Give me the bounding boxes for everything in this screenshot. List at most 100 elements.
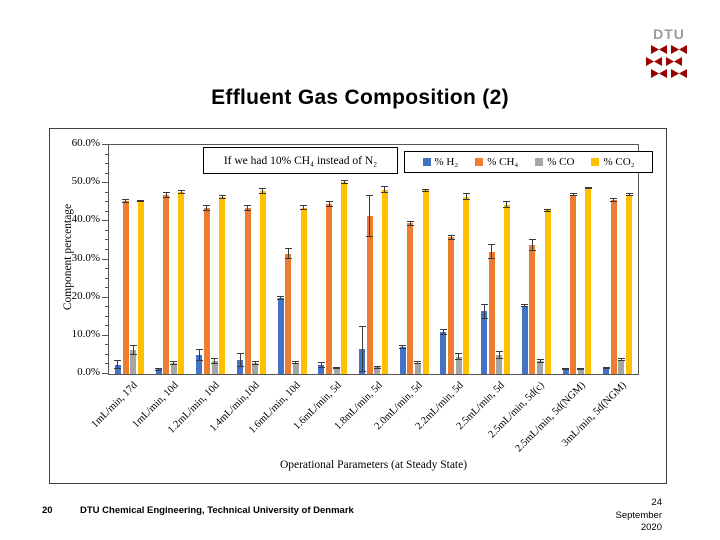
error-bar — [610, 198, 618, 203]
chart-legend: % H₂ % CH₄ % CO % CO₂ — [404, 151, 653, 173]
bar-co-2 — [170, 362, 177, 374]
bar-co-2 — [178, 192, 185, 374]
y-tick-label: 0.0% — [77, 366, 100, 378]
chart-annotation: If we had 10% CH₄ instead of N₂ — [203, 147, 398, 174]
bar-co-12 — [577, 368, 584, 374]
legend-label: % H₂ — [434, 156, 459, 168]
footer-date: 24 September 2020 — [616, 497, 662, 535]
y-minor-tick — [105, 163, 108, 165]
error-bar — [544, 208, 552, 212]
error-bar — [462, 193, 470, 201]
bar-co-4 — [252, 362, 259, 374]
legend-item: % CH₄ — [475, 156, 518, 168]
bar-co-11 — [537, 361, 544, 374]
bar-co-10 — [503, 204, 510, 374]
legend-label: % CH₄ — [487, 156, 519, 168]
error-bar — [602, 367, 610, 370]
error-bar — [455, 353, 463, 361]
legend-label: % CO — [547, 156, 575, 168]
y-tick-label: 20.0% — [71, 289, 100, 302]
bar-co-5 — [292, 362, 299, 374]
error-bar — [300, 205, 307, 210]
y-major-tick — [102, 334, 108, 336]
error-bar — [292, 360, 300, 365]
bar-h-9 — [440, 332, 447, 374]
error-bar — [528, 239, 536, 251]
plot-area — [108, 144, 639, 375]
error-bar — [358, 326, 366, 373]
error-bar — [406, 220, 414, 226]
bar-h-3 — [196, 354, 203, 374]
error-bar — [333, 366, 341, 370]
error-bar — [488, 243, 496, 260]
legend-swatch-icon — [475, 158, 484, 166]
error-bar — [373, 365, 381, 369]
bar-co-6 — [333, 367, 340, 374]
bar-ch-7 — [366, 216, 373, 374]
error-bar — [122, 198, 130, 204]
bar-ch-9 — [448, 237, 455, 374]
bar-co-10 — [496, 355, 503, 374]
error-bar — [584, 186, 592, 189]
error-bar — [381, 186, 389, 194]
y-minor-tick — [105, 153, 108, 155]
footer-text: DTU Chemical Engineering, Technical Univ… — [80, 505, 354, 516]
error-bar — [244, 204, 252, 211]
bar-h-4 — [237, 359, 244, 374]
bar-h-2 — [155, 369, 162, 374]
legend-item: % CO₂ — [591, 156, 634, 168]
bar-ch-8 — [407, 223, 414, 374]
bar-co-11 — [544, 210, 551, 374]
y-minor-tick — [105, 315, 108, 317]
y-major-tick — [102, 258, 108, 260]
legend-swatch-icon — [591, 158, 600, 166]
error-bar — [366, 195, 374, 238]
error-bar — [277, 295, 285, 300]
y-minor-tick — [105, 229, 108, 231]
y-minor-tick — [105, 306, 108, 308]
bar-co-8 — [414, 362, 421, 374]
bar-ch-6 — [326, 204, 332, 374]
y-minor-tick — [105, 363, 108, 365]
error-bar — [439, 329, 447, 335]
y-major-tick — [102, 296, 108, 298]
legend-swatch-icon — [535, 158, 544, 166]
bar-co-9 — [455, 356, 462, 374]
page-number: 20 — [42, 505, 53, 516]
error-bar — [129, 344, 137, 355]
bar-co-6 — [341, 182, 348, 374]
y-minor-tick — [105, 248, 108, 250]
bar-ch-13 — [610, 200, 617, 374]
bar-h-13 — [603, 367, 610, 374]
error-bar — [503, 200, 511, 209]
y-major-tick — [102, 182, 108, 184]
bar-h-8 — [399, 347, 406, 374]
y-minor-tick — [105, 277, 108, 279]
bar-co-1 — [130, 349, 137, 374]
bar-co-7 — [381, 189, 388, 374]
error-bar — [195, 349, 203, 361]
error-bar — [422, 188, 430, 192]
error-bar — [218, 194, 226, 199]
y-minor-tick — [105, 201, 108, 203]
y-tick-label: 60.0% — [71, 137, 100, 149]
y-tick-label: 10.0% — [71, 327, 100, 340]
y-minor-tick — [105, 210, 108, 212]
error-bar — [399, 345, 407, 350]
error-bar — [203, 204, 211, 211]
bar-ch-11 — [529, 245, 536, 374]
error-bar — [325, 201, 333, 208]
error-bar — [137, 199, 145, 203]
error-bar — [577, 367, 585, 370]
footer-date-month: September — [615, 509, 662, 521]
error-bar — [155, 367, 163, 371]
error-bar — [447, 234, 455, 241]
bar-ch-1 — [122, 201, 129, 374]
bar-co-7 — [374, 367, 381, 374]
error-bar — [177, 190, 185, 195]
bar-co-12 — [585, 187, 592, 374]
error-bar — [236, 353, 244, 367]
y-tick-label: 40.0% — [71, 213, 100, 226]
error-bar — [536, 359, 544, 363]
